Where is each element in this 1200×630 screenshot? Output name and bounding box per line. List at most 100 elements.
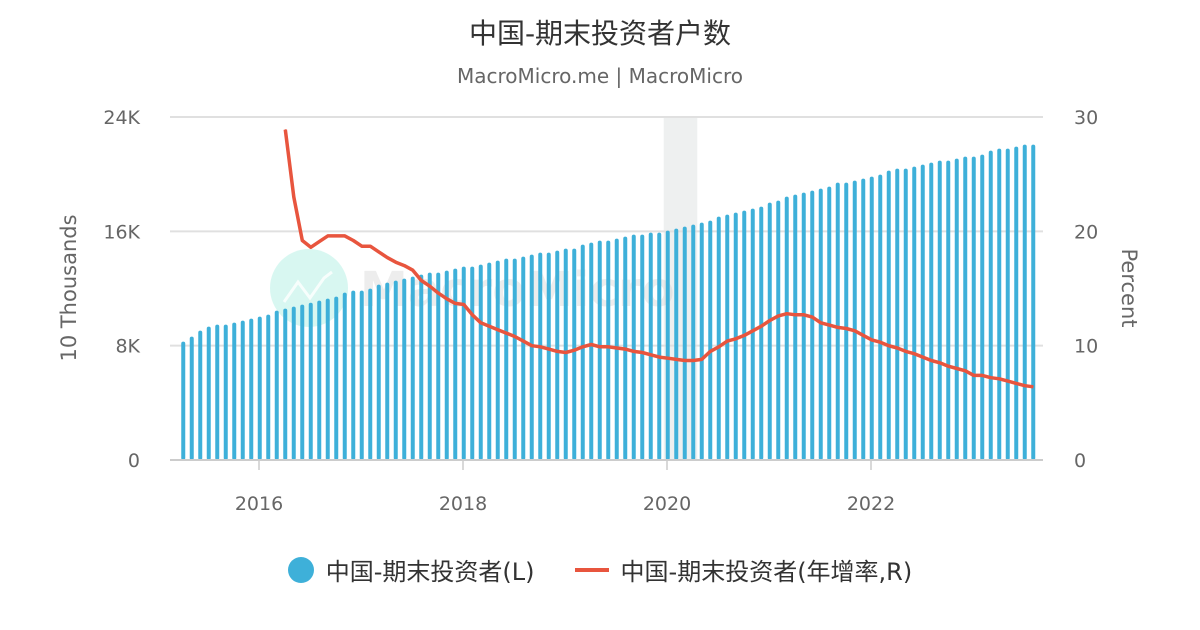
bar	[1014, 146, 1019, 461]
bar	[963, 156, 968, 460]
line-point	[454, 302, 456, 304]
line-point	[803, 314, 805, 316]
line-point	[378, 251, 380, 253]
bar	[266, 314, 271, 460]
bar	[308, 302, 313, 460]
line-point	[684, 360, 686, 362]
line-point	[361, 245, 363, 247]
line-point	[284, 129, 286, 131]
bar	[521, 256, 526, 460]
bar	[376, 284, 381, 460]
line-point	[318, 241, 320, 243]
bar	[895, 168, 900, 461]
bar	[852, 180, 857, 461]
bar	[971, 156, 976, 460]
line-point	[658, 356, 660, 358]
bar	[835, 182, 840, 460]
line-point	[879, 341, 881, 343]
bar	[580, 244, 585, 460]
bar	[920, 164, 925, 460]
bar	[844, 182, 849, 460]
bar	[249, 318, 254, 460]
line-point	[667, 357, 669, 359]
bar	[223, 324, 228, 460]
bar	[181, 341, 186, 460]
line-point	[794, 314, 796, 316]
line-point	[471, 314, 473, 316]
line-point	[539, 346, 541, 348]
bar	[351, 290, 356, 460]
line-point	[769, 320, 771, 322]
legend-item-line[interactable]: 中国-期末投资者(年增率,R)	[574, 552, 912, 587]
bar	[393, 280, 398, 460]
bar	[784, 196, 789, 460]
bar	[733, 212, 738, 460]
bar	[274, 310, 279, 460]
bar	[198, 330, 203, 460]
line-point	[386, 257, 388, 259]
line-point	[947, 365, 949, 367]
bar	[368, 288, 373, 460]
line-point	[981, 374, 983, 376]
line-point	[505, 332, 507, 334]
x-tick-label: 2016	[235, 493, 283, 515]
bar	[317, 300, 322, 460]
line-point	[862, 334, 864, 336]
bar	[640, 234, 645, 460]
bar	[495, 260, 500, 460]
line-point	[352, 239, 354, 241]
bar	[283, 308, 288, 460]
y-right-tick-label: 0	[1074, 450, 1086, 472]
line-point	[854, 330, 856, 332]
line-point	[429, 285, 431, 287]
bar	[206, 326, 211, 460]
bar	[597, 240, 602, 460]
bar	[300, 304, 305, 460]
line-point	[650, 354, 652, 356]
bar	[359, 290, 364, 460]
legend: 中国-期末投资者(L) 中国-期末投资者(年增率,R)	[0, 552, 1200, 587]
bar	[529, 254, 534, 460]
legend-bar-marker	[287, 556, 314, 583]
line-point	[514, 336, 516, 338]
line-point	[930, 360, 932, 362]
bar	[325, 298, 330, 460]
line-point	[590, 344, 592, 346]
bar	[189, 336, 194, 460]
line-point	[786, 313, 788, 315]
line-point	[760, 325, 762, 327]
bar	[716, 216, 721, 460]
y-left-tick-label: 16K	[103, 221, 140, 243]
chart-subtitle: MacroMicro.me | MacroMicro	[457, 64, 743, 88]
line-point	[922, 356, 924, 358]
line-point	[998, 378, 1000, 380]
line-point	[905, 350, 907, 352]
bar	[257, 316, 262, 460]
bar	[912, 166, 917, 460]
line-point	[327, 235, 329, 237]
bar	[954, 158, 959, 460]
bar	[929, 162, 934, 460]
bar	[946, 160, 951, 460]
line-point	[548, 348, 550, 350]
bar	[699, 222, 704, 460]
line-point	[820, 322, 822, 324]
bar	[691, 224, 696, 460]
y-right-axis-title: Percent	[1117, 248, 1141, 327]
line-point	[522, 340, 524, 342]
legend-item-bars[interactable]: 中国-期末投资者(L)	[287, 552, 535, 587]
line-point	[446, 298, 448, 300]
bar	[801, 192, 806, 461]
y-left-tick-label: 24K	[103, 107, 140, 129]
bar	[410, 276, 415, 460]
line-point	[990, 377, 992, 379]
y-right-tick-label: 10	[1074, 336, 1098, 358]
line-point	[616, 347, 618, 349]
line-point	[531, 345, 533, 347]
bar	[776, 200, 781, 460]
line-point	[395, 261, 397, 263]
bar	[546, 252, 551, 460]
legend-bar-label: 中国-期末投资者(L)	[325, 558, 535, 586]
bar	[606, 240, 611, 460]
